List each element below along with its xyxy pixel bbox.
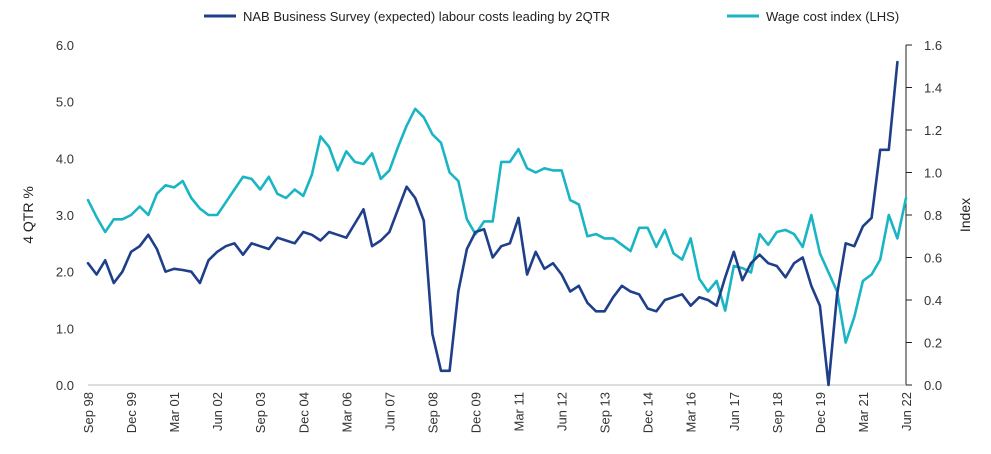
left-axis-title: 4 QTR % xyxy=(20,186,36,244)
x-axis: Sep 98 Dec 99 Mar 01 Jun 02 Sep 03 Dec 04 Mar … xyxy=(81,384,914,433)
right-y-tick-label: 1.2 xyxy=(924,123,942,138)
x-tick-label: Sep 08 xyxy=(425,392,440,433)
left-y-tick-label: 1.0 xyxy=(56,321,74,336)
x-tick-label: Sep 18 xyxy=(770,392,785,433)
x-tick-label: Dec 09 xyxy=(468,392,483,433)
x-tick-label: Mar 11 xyxy=(512,392,527,432)
x-tick-label: Dec 19 xyxy=(813,392,828,433)
right-y-tick-label: 0.6 xyxy=(924,251,942,266)
right-y-tick-label: 0.0 xyxy=(924,378,942,393)
right-y-tick-label: 0.8 xyxy=(924,208,942,223)
x-tick-label: Mar 01 xyxy=(167,392,182,432)
series-layer xyxy=(86,60,908,387)
right-axis-title: Index xyxy=(957,198,973,232)
left-y-tick-label: 5.0 xyxy=(56,95,74,110)
x-tick-label: Sep 03 xyxy=(253,392,268,433)
x-tick-label: Jun 07 xyxy=(382,392,397,431)
left-y-axis: 0.0 1.0 2.0 3.0 4.0 5.0 6.0 xyxy=(56,38,74,393)
x-tick-label: Jun 12 xyxy=(555,392,570,431)
x-tick-label: Mar 06 xyxy=(339,392,354,432)
right-y-tick-label: 1.0 xyxy=(924,166,942,181)
left-y-tick-label: 0.0 xyxy=(56,378,74,393)
x-tick-label: Dec 99 xyxy=(124,392,139,433)
x-tick-label: Jun 17 xyxy=(727,392,742,431)
x-tick-label: Sep 98 xyxy=(81,392,96,433)
right-y-tick-label: 1.6 xyxy=(924,38,942,53)
legend: NAB Business Survey (expected) labour co… xyxy=(204,9,899,24)
right-y-axis: 0.0 0.2 0.4 0.6 0.8 1.0 1.2 1.4 1.6 xyxy=(905,38,942,393)
legend-label: NAB Business Survey (expected) labour co… xyxy=(243,9,610,24)
wage-cost-index-series-line xyxy=(86,107,908,344)
x-tick-label: Mar 21 xyxy=(856,392,871,432)
right-y-tick-label: 0.4 xyxy=(924,293,942,308)
right-y-tick-label: 1.4 xyxy=(924,81,942,96)
left-y-tick-label: 4.0 xyxy=(56,151,74,166)
x-tick-label: Sep 13 xyxy=(598,392,613,433)
x-tick-label: Jun 22 xyxy=(899,392,914,431)
x-tick-label: Mar 16 xyxy=(684,392,699,432)
x-tick-label: Dec 04 xyxy=(296,392,311,433)
nab-labour-costs-series-line xyxy=(86,60,899,387)
left-y-tick-label: 6.0 xyxy=(56,38,74,53)
legend-label: Wage cost index (LHS) xyxy=(766,9,899,24)
left-y-tick-label: 2.0 xyxy=(56,265,74,280)
right-y-tick-label: 0.2 xyxy=(924,336,942,351)
x-tick-label: Dec 14 xyxy=(641,392,656,433)
x-tick-label: Jun 02 xyxy=(210,392,225,431)
left-y-tick-label: 3.0 xyxy=(56,208,74,223)
